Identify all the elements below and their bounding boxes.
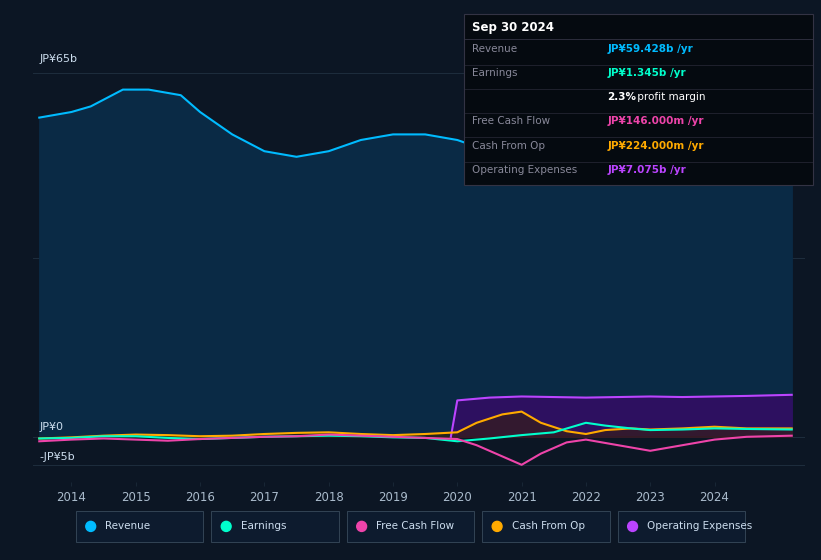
Text: Operating Expenses: Operating Expenses — [472, 165, 577, 175]
Text: Cash From Op: Cash From Op — [472, 141, 545, 151]
Text: -JP¥5b: -JP¥5b — [39, 452, 75, 462]
Text: JP¥1.345b /yr: JP¥1.345b /yr — [608, 68, 686, 78]
Text: Sep 30 2024: Sep 30 2024 — [472, 21, 554, 34]
Text: Revenue: Revenue — [472, 44, 517, 54]
Text: JP¥224.000m /yr: JP¥224.000m /yr — [608, 141, 704, 151]
Text: JP¥146.000m /yr: JP¥146.000m /yr — [608, 116, 704, 127]
Text: Free Cash Flow: Free Cash Flow — [472, 116, 550, 127]
Text: JP¥65b: JP¥65b — [39, 54, 77, 64]
Text: JP¥0: JP¥0 — [39, 422, 63, 432]
Text: JP¥59.428b /yr: JP¥59.428b /yr — [608, 44, 693, 54]
Text: profit margin: profit margin — [634, 92, 705, 102]
Text: Earnings: Earnings — [241, 521, 287, 531]
Text: Free Cash Flow: Free Cash Flow — [376, 521, 455, 531]
Text: JP¥7.075b /yr: JP¥7.075b /yr — [608, 165, 686, 175]
Text: Operating Expenses: Operating Expenses — [647, 521, 753, 531]
Text: 2.3%: 2.3% — [608, 92, 636, 102]
Text: Earnings: Earnings — [472, 68, 517, 78]
Text: Cash From Op: Cash From Op — [512, 521, 585, 531]
Text: Revenue: Revenue — [105, 521, 150, 531]
